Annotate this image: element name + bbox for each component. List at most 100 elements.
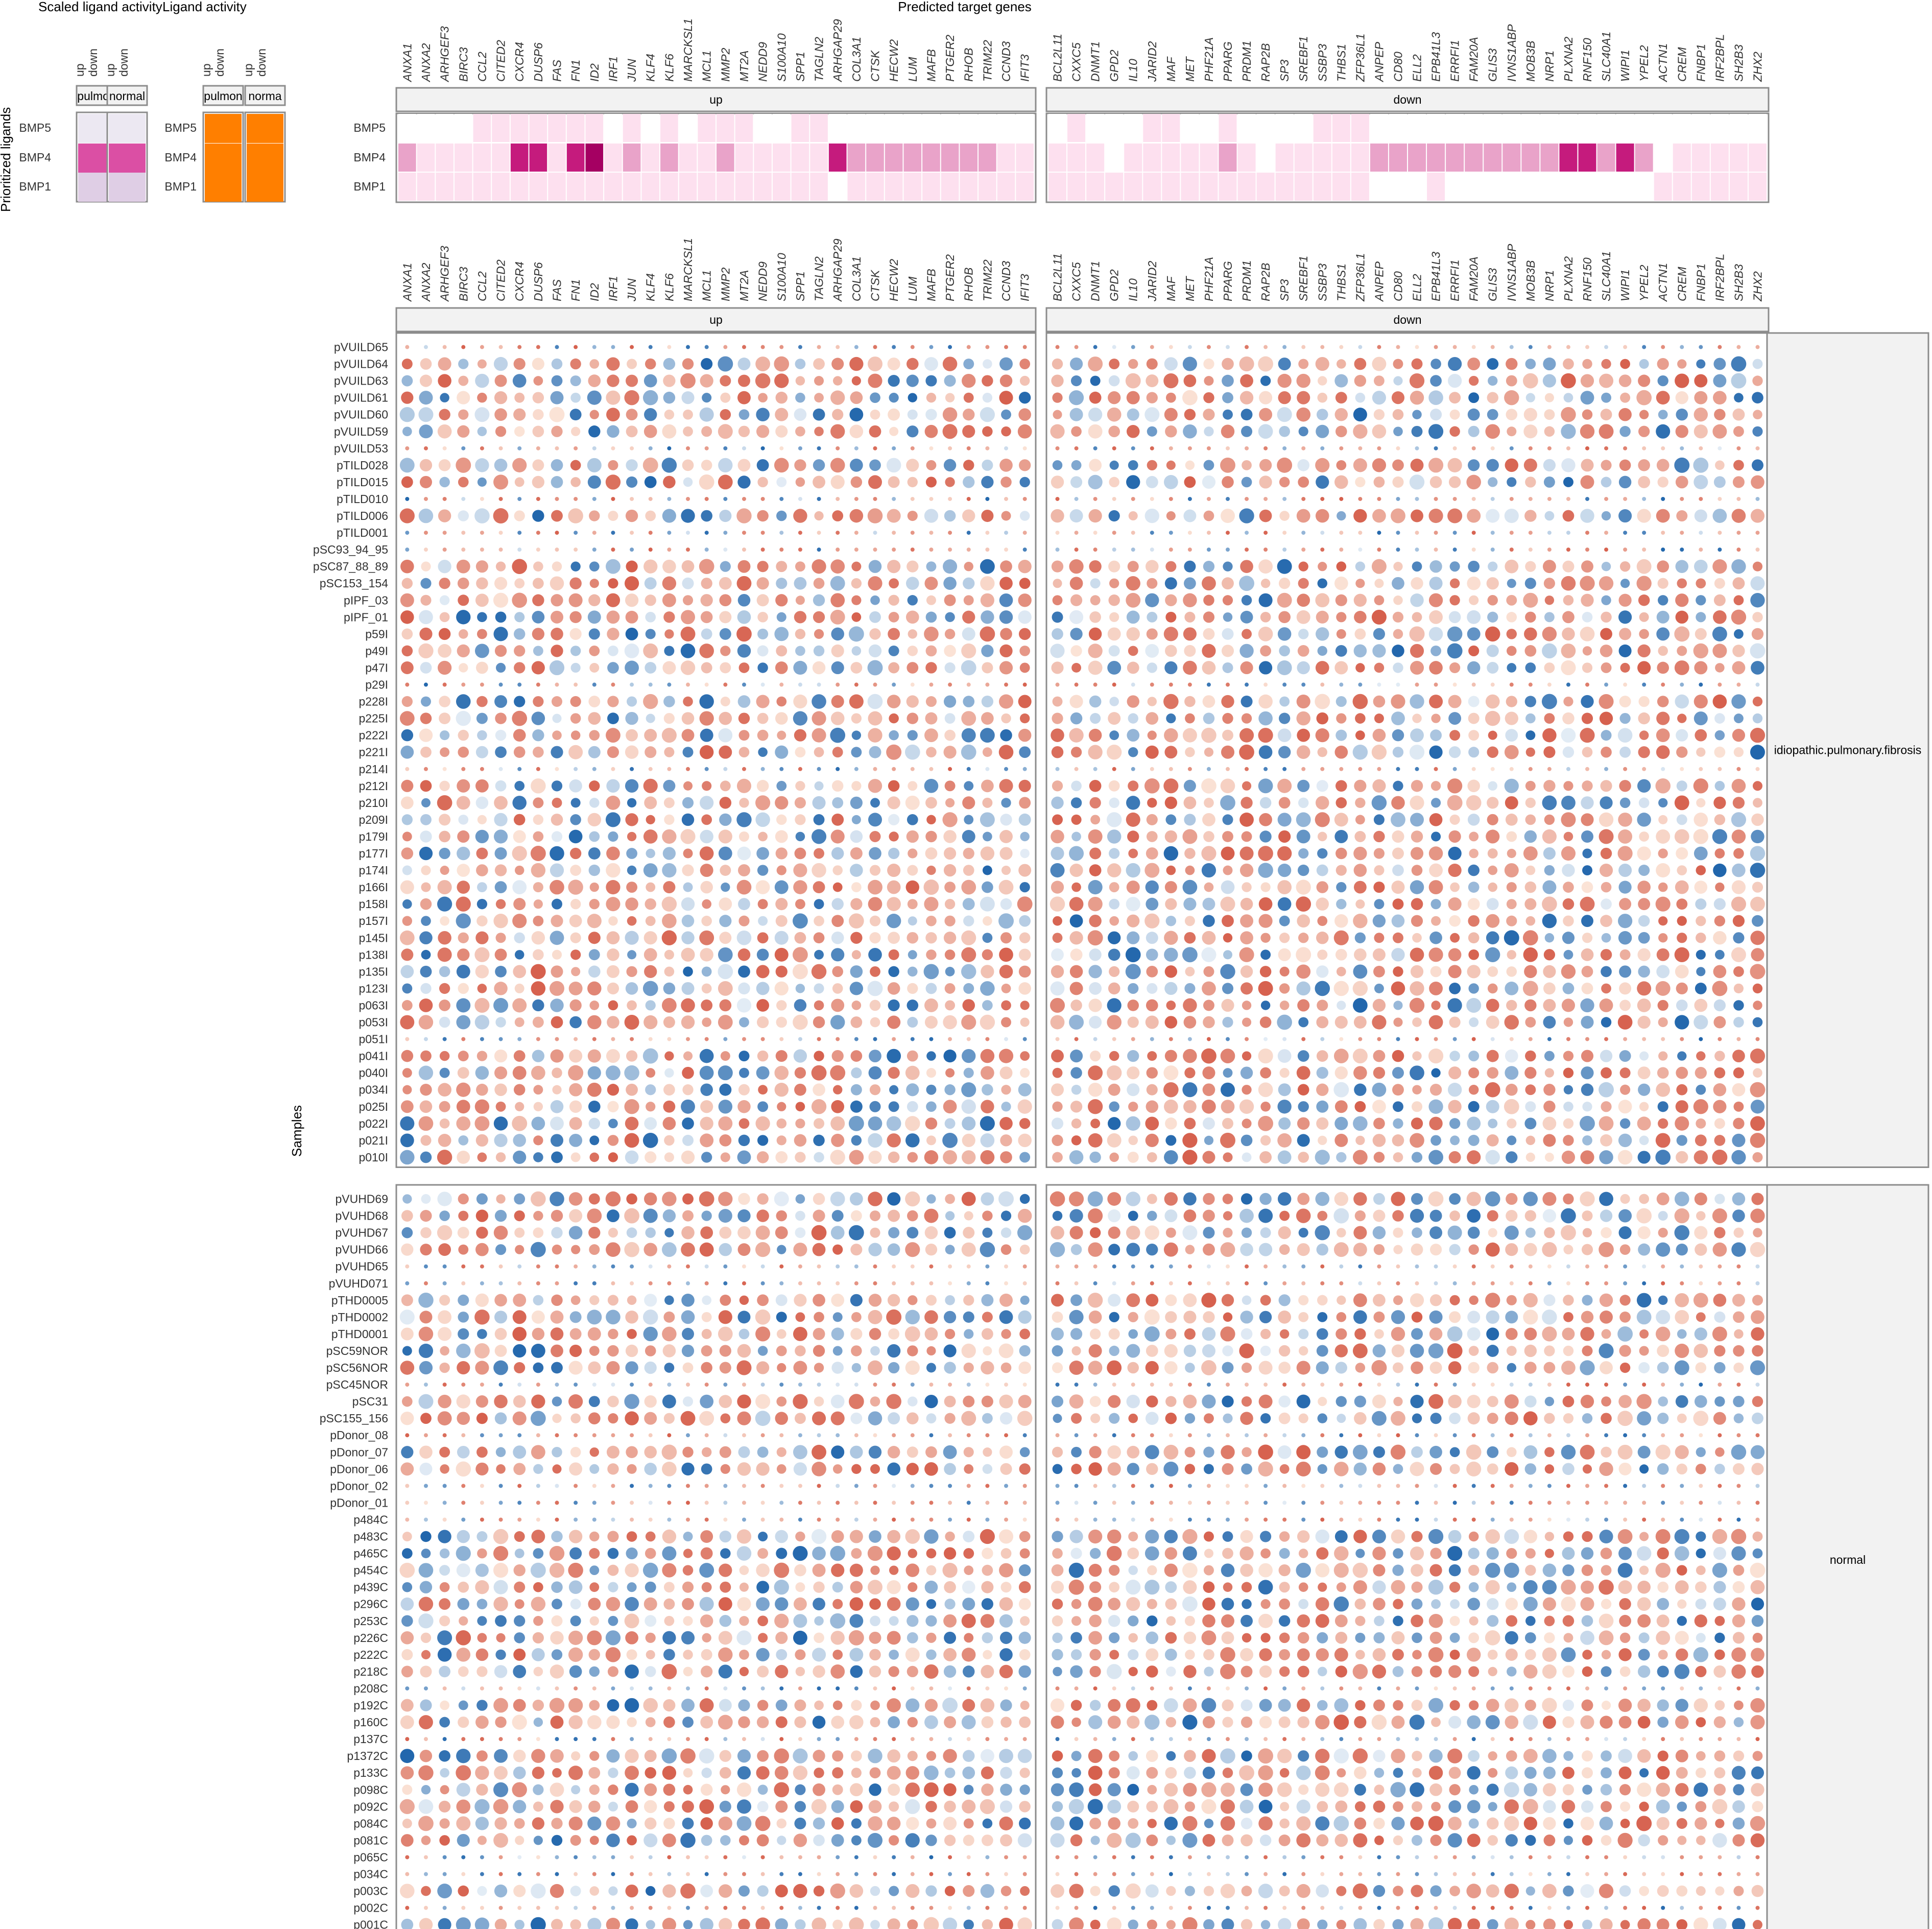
expr-dot: [1052, 358, 1063, 370]
expr-dot: [888, 594, 899, 606]
activity-cell-bmp5-down: [223, 114, 242, 143]
expr-dot: [1242, 1051, 1252, 1061]
expr-dot: [925, 797, 937, 809]
expr-dot: [1004, 1383, 1009, 1387]
expr-dot: [645, 746, 657, 758]
expr-dot: [1656, 1242, 1671, 1257]
group-strip-label: idiopathic.pulmonary.fibrosis: [1774, 744, 1922, 757]
expr-dot: [514, 1210, 525, 1222]
expr-dot: [1566, 1264, 1570, 1269]
activity-cell-bmp1-up: [205, 173, 223, 202]
expr-dot: [456, 964, 470, 979]
expr-dot: [999, 1117, 1013, 1130]
expr-dot: [963, 696, 975, 707]
expr-dot: [1680, 767, 1684, 771]
expr-dot: [948, 547, 952, 552]
strip-up-label: up: [709, 313, 723, 326]
expr-dot: [683, 848, 693, 859]
expr-dot: [1680, 1281, 1684, 1285]
expr-dot: [1696, 1312, 1706, 1322]
expr-dot: [1372, 998, 1386, 1012]
expr-dot: [1222, 476, 1234, 488]
expr-dot: [1468, 864, 1480, 876]
heat-cell: [548, 173, 566, 201]
expr-dot: [1487, 1210, 1498, 1222]
expr-dot: [461, 547, 466, 552]
expr-dot: [663, 779, 676, 792]
expr-dot: [1108, 982, 1120, 995]
expr-dot: [888, 780, 900, 792]
expr-dot: [477, 815, 487, 825]
expr-dot: [1714, 1118, 1725, 1129]
expr-dot: [756, 1361, 770, 1374]
expr-dot: [1163, 475, 1178, 489]
expr-dot: [1109, 612, 1119, 622]
expr-dot: [1282, 1281, 1287, 1285]
expr-dot: [1145, 560, 1159, 573]
expr-dot: [737, 1411, 751, 1425]
expr-dot: [1694, 711, 1708, 726]
expr-dot: [423, 531, 428, 535]
expr-dot: [888, 628, 900, 640]
expr-dot: [1220, 1132, 1235, 1148]
expr-dot: [1334, 1344, 1348, 1358]
expr-dot: [1074, 1264, 1079, 1269]
expr-dot: [1296, 695, 1310, 709]
expr-dot: [1074, 682, 1079, 687]
expr-dot: [570, 932, 581, 943]
expr-dot: [793, 1243, 807, 1257]
expr-dot: [925, 847, 938, 860]
expr-dot: [1468, 425, 1480, 437]
expr-dot: [775, 1226, 788, 1240]
heat-cell: [1484, 173, 1502, 201]
expr-dot: [811, 1099, 827, 1114]
expr-dot: [948, 1037, 952, 1041]
expr-dot: [1469, 831, 1479, 842]
expr-dot: [1222, 1345, 1233, 1356]
expr-dot: [1127, 1050, 1139, 1062]
heat-cell: [1502, 114, 1521, 142]
expr-dot: [1585, 345, 1589, 349]
expr-dot: [1112, 1383, 1116, 1387]
expr-dot: [1468, 747, 1480, 758]
expr-dot: [399, 407, 415, 422]
expr-dot: [812, 1411, 826, 1425]
expr-dot: [663, 475, 676, 489]
gene-label: FAS: [551, 279, 564, 301]
expr-dot: [625, 931, 639, 945]
expr-dot: [1164, 1344, 1178, 1358]
expr-dot: [776, 696, 787, 707]
expr-dot: [1523, 1309, 1538, 1325]
expr-dot: [1165, 392, 1176, 403]
expr-dot: [648, 1383, 653, 1387]
expr-dot: [1718, 1281, 1722, 1285]
expr-dot: [1428, 1015, 1443, 1030]
expr-dot: [627, 1329, 637, 1339]
expr-dot: [1069, 1209, 1083, 1223]
expr-dot: [571, 1245, 581, 1254]
expr-dot: [1150, 1264, 1154, 1269]
expr-dot: [889, 730, 899, 741]
expr-dot: [1371, 609, 1387, 625]
expr-dot: [1471, 496, 1476, 501]
expr-dot: [701, 966, 712, 977]
expr-dot: [1601, 392, 1612, 403]
expr-dot: [699, 1242, 714, 1257]
expr-dot: [1185, 747, 1195, 757]
expr-dot: [1637, 1226, 1651, 1240]
expr-dot: [605, 474, 621, 490]
expr-dot: [1524, 1210, 1537, 1222]
heat-cell: [679, 144, 697, 172]
expr-dot: [870, 1017, 880, 1028]
expr-dot: [1752, 915, 1763, 927]
activity-strip-label: pulmon: [204, 89, 242, 103]
expr-dot: [457, 1412, 470, 1425]
expr-dot: [1411, 898, 1423, 910]
expr-dot: [419, 998, 433, 1012]
expr-dot: [1000, 932, 1012, 944]
expr-dot: [699, 644, 714, 658]
expr-dot: [943, 577, 957, 590]
expr-dot: [910, 767, 915, 771]
expr-dot: [532, 459, 544, 471]
expr-dot: [742, 682, 746, 687]
